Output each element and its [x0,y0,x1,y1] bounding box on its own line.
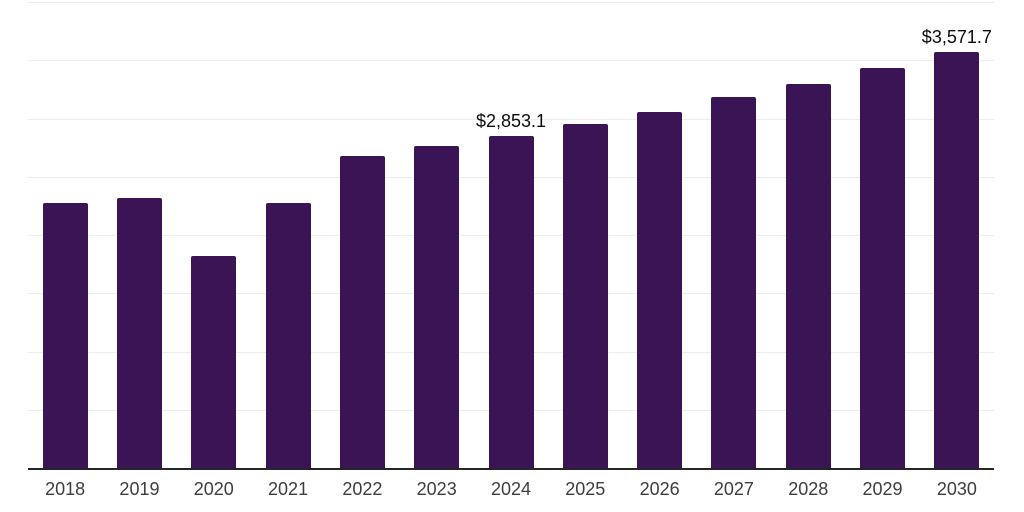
bar-2019 [116,197,162,468]
bar-2028 [785,84,831,468]
x-tick-label-2020: 2020 [193,479,234,499]
x-tick-label-2030: 2030 [936,479,977,499]
bar-2030 [934,51,980,468]
bar-2025 [562,124,608,468]
bar-2021 [265,203,311,468]
x-tick-label-2019: 2019 [119,479,160,499]
x-tick-label-2023: 2023 [416,479,457,499]
value-label-2024: $2,853.1 [475,110,547,131]
bar-2026 [637,111,683,468]
bar-2023 [414,145,460,468]
bar-2029 [860,68,906,468]
gridline-3000 [28,118,994,120]
bar-2024 [488,135,534,468]
bar-2027 [711,97,757,468]
gridline-4000 [28,2,994,3]
x-tick-label-2027: 2027 [713,479,754,499]
x-tick-label-2028: 2028 [788,479,829,499]
bar-2022 [339,155,385,468]
bar-2018 [42,203,88,468]
x-tick-label-2026: 2026 [639,479,680,499]
bar-2020 [191,256,237,468]
x-tick-label-2024: 2024 [490,479,532,499]
gridline-3500 [28,60,994,62]
value-label-2030: $3,571.7 [921,26,992,47]
x-tick-label-2022: 2022 [342,479,383,499]
x-tick-label-2025: 2025 [565,479,606,499]
x-tick-label-2029: 2029 [862,479,903,499]
plot-area: $2,853.1 $3,571.7 [28,2,994,470]
x-tick-label-2018: 2018 [45,479,86,499]
x-tick-label-2021: 2021 [268,479,309,499]
